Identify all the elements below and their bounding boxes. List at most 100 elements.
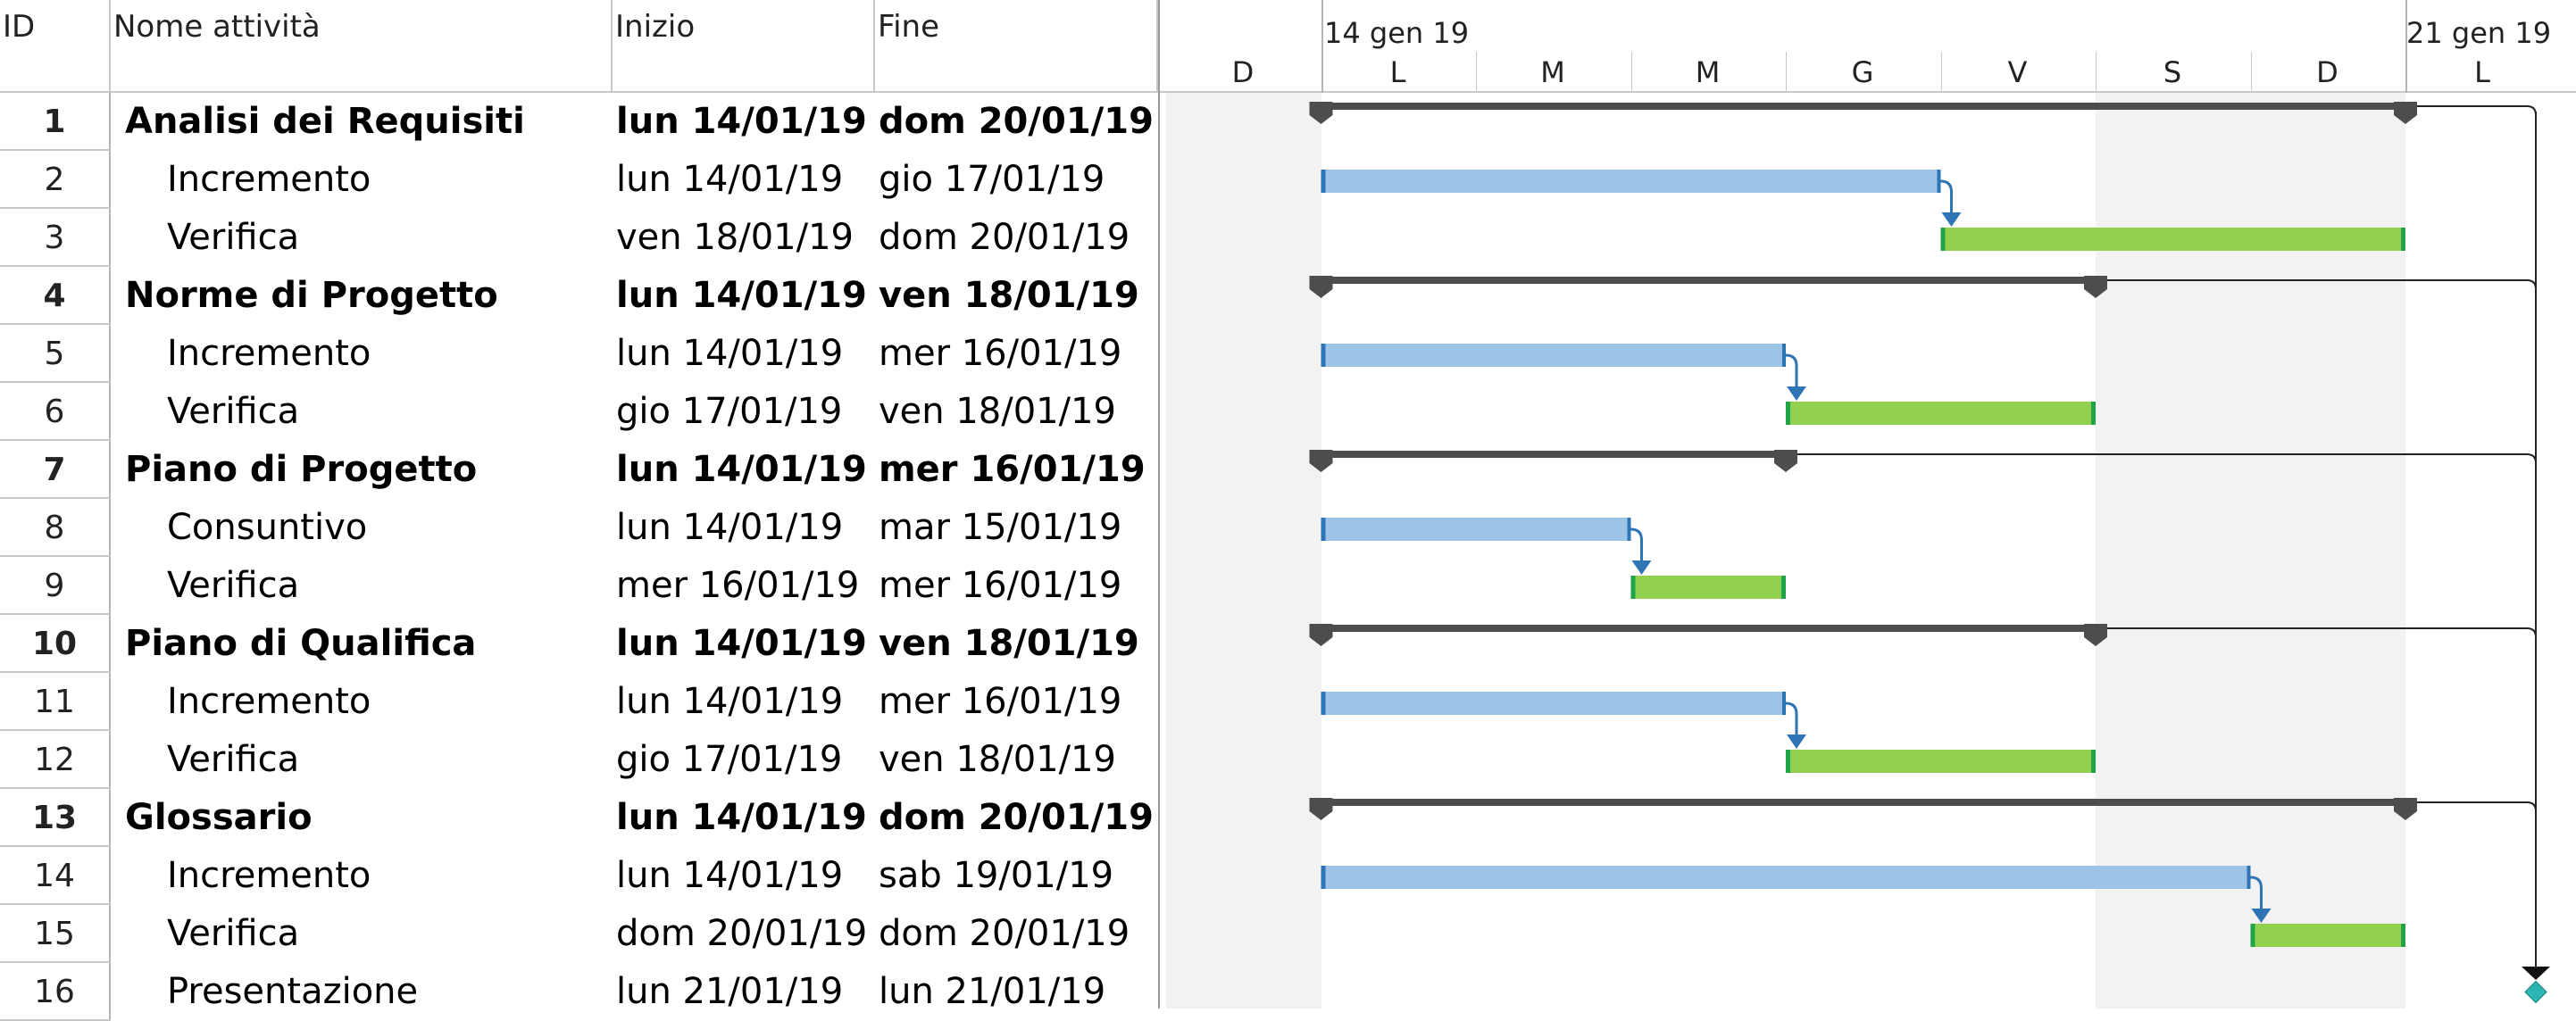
task-id[interactable]: 9 [0,557,111,615]
task-name[interactable]: Verifica [167,739,300,780]
task-start[interactable]: lun 14/01/19 [616,507,844,548]
task-name[interactable]: Incremento [167,681,371,722]
task-name[interactable]: Presentazione [167,971,419,1012]
verify-bar [1786,402,2096,425]
task-name[interactable]: Incremento [167,159,371,200]
task-end[interactable]: mer 16/01/19 [879,681,1122,722]
task-start[interactable]: gio 17/01/19 [616,739,843,780]
task-start[interactable]: lun 14/01/19 [616,797,867,838]
column-header-name[interactable]: Nome attività [111,0,613,93]
verify-bar [2250,924,2405,947]
task-row[interactable]: 13 Glossario lun 14/01/19 dom 20/01/19 [0,789,1158,847]
task-id[interactable]: 11 [0,673,111,731]
task-end[interactable]: sab 19/01/19 [879,855,1114,896]
task-start[interactable]: lun 14/01/19 [616,275,867,316]
task-end[interactable]: mer 16/01/19 [879,565,1122,606]
task-start[interactable]: lun 14/01/19 [616,681,844,722]
task-end[interactable]: ven 18/01/19 [879,275,1139,316]
task-id[interactable]: 10 [0,615,111,673]
task-end[interactable]: lun 21/01/19 [879,971,1106,1012]
weekend-shade [1166,93,1321,1009]
task-id[interactable]: 4 [0,267,111,325]
task-end[interactable]: mar 15/01/19 [879,507,1122,548]
task-start[interactable]: lun 14/01/19 [616,101,867,142]
task-id[interactable]: 5 [0,325,111,383]
task-id[interactable]: 3 [0,209,111,267]
task-name[interactable]: Verifica [167,391,300,432]
task-row[interactable]: 3 Verifica ven 18/01/19 dom 20/01/19 [0,209,1158,267]
task-start[interactable]: ven 18/01/19 [616,217,854,258]
verify-bar [1940,228,2405,251]
task-row[interactable]: 5 Incremento lun 14/01/19 mer 16/01/19 [0,325,1158,383]
dependency-link [1785,353,1798,388]
task-id[interactable]: 1 [0,93,111,151]
verify-bar [1630,576,1786,599]
task-name[interactable]: Norme di Progetto [125,275,498,316]
task-end[interactable]: ven 18/01/19 [879,391,1116,432]
task-start[interactable]: mer 16/01/19 [616,565,860,606]
column-header-start[interactable]: Inizio [613,0,875,93]
task-row[interactable]: 14 Incremento lun 14/01/19 sab 19/01/19 [0,847,1158,905]
task-start[interactable]: lun 14/01/19 [616,159,844,200]
task-end[interactable]: dom 20/01/19 [879,217,1130,258]
task-start[interactable]: lun 14/01/19 [616,449,867,490]
task-row[interactable]: 8 Consuntivo lun 14/01/19 mar 15/01/19 [0,499,1158,557]
task-row[interactable]: 11 Incremento lun 14/01/19 mer 16/01/19 [0,673,1158,731]
task-start[interactable]: gio 17/01/19 [616,391,843,432]
task-name[interactable]: Verifica [167,565,300,606]
task-id[interactable]: 15 [0,905,111,963]
task-start[interactable]: lun 14/01/19 [616,623,867,664]
task-id[interactable]: 8 [0,499,111,557]
task-row[interactable]: 2 Incremento lun 14/01/19 gio 17/01/19 [0,151,1158,209]
gantt-chart: 14 gen 19 21 gen 19 D L M M G V S D L [1160,0,2576,1009]
increment-bar [1321,692,1786,715]
task-row[interactable]: 12 Verifica gio 17/01/19 ven 18/01/19 [0,731,1158,789]
task-row[interactable]: 9 Verifica mer 16/01/19 mer 16/01/19 [0,557,1158,615]
task-name[interactable]: Verifica [167,217,300,258]
task-id[interactable]: 14 [0,847,111,905]
task-name[interactable]: Incremento [167,855,371,896]
bar-end-cap [2401,924,2405,947]
task-name[interactable]: Incremento [167,333,371,374]
task-id[interactable]: 16 [0,963,111,1021]
task-start[interactable]: dom 20/01/19 [616,913,868,954]
task-start[interactable]: lun 14/01/19 [616,333,844,374]
task-row[interactable]: 10 Piano di Qualifica lun 14/01/19 ven 18/0… [0,615,1158,673]
bar-start-cap [1321,518,1326,541]
task-row[interactable]: 16 Presentazione lun 21/01/19 lun 21/01/19 [0,963,1158,1021]
column-header-end[interactable]: Fine [875,0,1158,93]
task-name[interactable]: Consuntivo [167,507,368,548]
task-id[interactable]: 7 [0,441,111,499]
column-header-id[interactable]: ID [0,0,111,93]
task-id[interactable]: 2 [0,151,111,209]
task-id[interactable]: 13 [0,789,111,847]
task-id[interactable]: 12 [0,731,111,789]
bar-start-cap [1786,402,1790,425]
task-end[interactable]: dom 20/01/19 [879,913,1130,954]
task-start[interactable]: lun 21/01/19 [616,971,844,1012]
task-end[interactable]: mer 16/01/19 [879,449,1146,490]
task-end[interactable]: mer 16/01/19 [879,333,1122,374]
summary-bracket [1309,450,1333,472]
task-row[interactable]: 1 Analisi dei Requisiti lun 14/01/19 dom 20… [0,93,1158,151]
split-divider[interactable] [1158,0,1160,1009]
task-end[interactable]: dom 20/01/19 [879,797,1154,838]
day-label: L [2474,55,2490,89]
task-name[interactable]: Piano di Qualifica [125,623,477,664]
task-name[interactable]: Glossario [125,797,313,838]
task-name[interactable]: Analisi dei Requisiti [125,101,525,142]
task-end[interactable]: ven 18/01/19 [879,623,1139,664]
task-row[interactable]: 7 Piano di Progetto lun 14/01/19 mer 16/01/… [0,441,1158,499]
task-end[interactable]: ven 18/01/19 [879,739,1116,780]
task-id[interactable]: 6 [0,383,111,441]
task-row[interactable]: 6 Verifica gio 17/01/19 ven 18/01/19 [0,383,1158,441]
task-name[interactable]: Piano di Progetto [125,449,478,490]
task-end[interactable]: dom 20/01/19 [879,101,1154,142]
task-name[interactable]: Verifica [167,913,300,954]
task-row[interactable]: 4 Norme di Progetto lun 14/01/19 ven 18/01/… [0,267,1158,325]
summary-link-line [1797,453,2537,464]
task-end[interactable]: gio 17/01/19 [879,159,1105,200]
task-start[interactable]: lun 14/01/19 [616,855,844,896]
task-row[interactable]: 15 Verifica dom 20/01/19 dom 20/01/19 [0,905,1158,963]
day-label: D [2316,55,2338,89]
